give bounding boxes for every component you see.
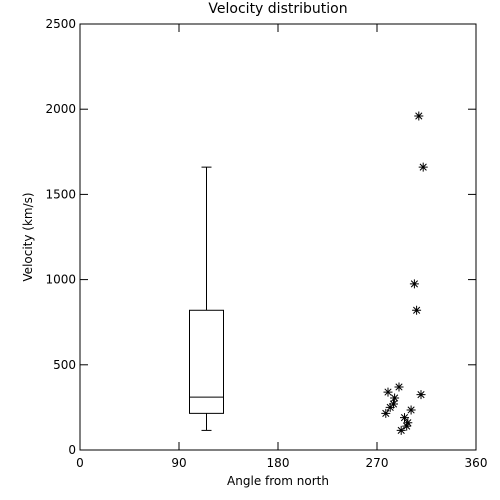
scatter-point (418, 162, 428, 172)
scatter-point (394, 382, 404, 392)
scatter-point (414, 111, 424, 121)
scatter-point (402, 421, 412, 431)
y-tick-label: 2000 (45, 102, 76, 116)
scatter-point (400, 413, 409, 423)
scatter-point (383, 387, 393, 397)
x-tick-label: 90 (171, 456, 186, 470)
scatter-point (389, 399, 398, 409)
y-tick-label: 0 (68, 443, 76, 457)
scatter-point (390, 393, 400, 403)
y-tick-label: 2500 (45, 17, 76, 31)
scatter-point (412, 305, 422, 315)
scatter-point (409, 279, 419, 289)
x-tick-label: 180 (267, 456, 290, 470)
scatter-point (403, 418, 413, 428)
y-tick-label: 500 (53, 358, 76, 372)
scatter-point (381, 408, 391, 418)
x-tick-label: 0 (76, 456, 84, 470)
box (189, 309, 224, 414)
scatter-point (385, 402, 395, 412)
x-axis-label: Angle from north (227, 474, 329, 488)
y-axis-label: Velocity (km/s) (21, 192, 35, 281)
scatter-point (396, 425, 406, 435)
chart-title: Velocity distribution (208, 1, 347, 17)
x-tick-label: 270 (366, 456, 389, 470)
scatter-point (406, 405, 416, 415)
x-tick-label: 360 (465, 456, 488, 470)
y-tick-label: 1000 (45, 273, 76, 287)
y-tick-label: 1500 (45, 187, 76, 201)
scatter-point (416, 390, 426, 400)
